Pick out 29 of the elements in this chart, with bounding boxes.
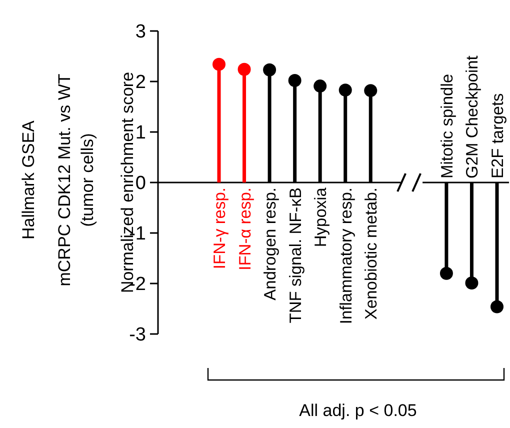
point	[288, 74, 302, 87]
text: All adj. p < 0.05	[299, 401, 417, 420]
x-tick-label: Inflammatory resp.	[337, 188, 356, 324]
point	[440, 266, 453, 280]
point	[314, 80, 327, 93]
y-tick-label: -3	[129, 324, 146, 346]
y-tick-label: 1	[135, 122, 146, 144]
y-tick-label: 3	[135, 22, 146, 43]
y-tick-label: 0	[135, 173, 146, 194]
text: Hallmark GSEA	[19, 120, 38, 240]
point	[364, 84, 378, 98]
text: mCRPC CDK12 Mut. vs WT	[55, 74, 74, 286]
x-tick-label: Androgen resp.	[262, 188, 280, 300]
point	[238, 62, 251, 76]
x-tick-label: Hypoxia	[312, 186, 330, 248]
point	[263, 63, 276, 76]
y-tick-label: 2	[135, 72, 146, 94]
x-tick-label: G2M Checkpoint	[464, 55, 482, 178]
x-tick-label: Xenobiotic metab.	[362, 188, 381, 320]
point	[465, 276, 478, 290]
text: (tumor cells)	[78, 133, 97, 227]
point	[212, 58, 226, 71]
x-tick-label: IFN-γ resp.	[211, 188, 229, 270]
x-tick-label: TNF signal. NF-κB	[286, 188, 305, 324]
point	[338, 84, 352, 97]
point	[490, 300, 504, 314]
x-tick-label: E2F targets	[489, 93, 507, 178]
x-tick-label: IFN-α resp.	[236, 188, 254, 270]
x-tick-label: Mitotic spindle	[438, 74, 456, 178]
